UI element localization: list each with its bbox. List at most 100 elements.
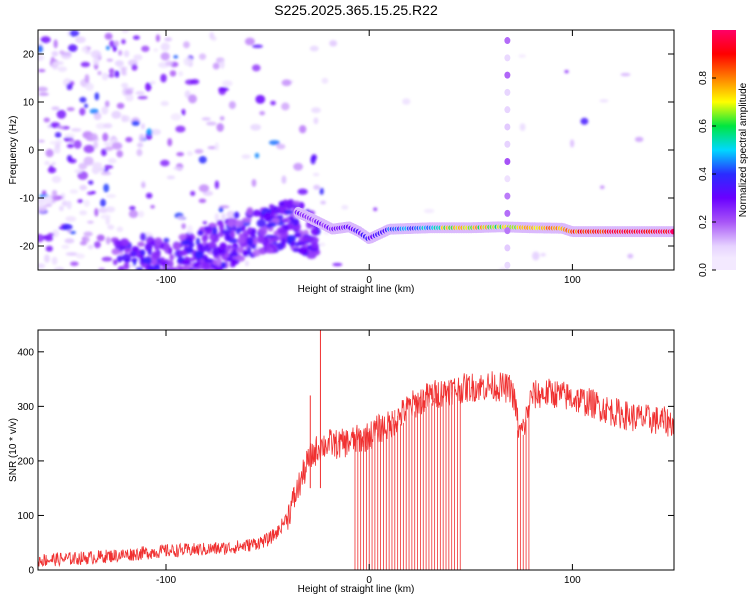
noise-speckle bbox=[319, 242, 326, 247]
noise-speckle bbox=[51, 106, 60, 111]
cluster-speckle bbox=[266, 223, 273, 228]
cluster-speckle bbox=[117, 265, 125, 270]
noise-speckle bbox=[160, 73, 167, 83]
stripe-mark bbox=[504, 37, 511, 45]
cluster-speckle bbox=[113, 239, 122, 247]
cluster-speckle bbox=[247, 246, 252, 255]
cluster-speckle bbox=[199, 258, 205, 264]
noise-speckle bbox=[101, 106, 109, 115]
cluster-speckle bbox=[310, 228, 319, 236]
cluster-speckle bbox=[286, 234, 297, 242]
noise-speckle bbox=[65, 252, 77, 256]
noise-speckle bbox=[133, 54, 143, 61]
noise-speckle bbox=[540, 252, 546, 257]
noise-speckle bbox=[332, 262, 343, 267]
cluster-speckle bbox=[133, 275, 139, 280]
stripe-mark bbox=[504, 140, 511, 148]
cluster-speckle bbox=[127, 273, 132, 278]
cluster-speckle bbox=[187, 257, 196, 262]
noise-speckle bbox=[173, 166, 184, 171]
noise-speckle bbox=[141, 182, 146, 189]
cluster-speckle bbox=[256, 219, 267, 228]
cluster-speckle bbox=[247, 239, 254, 246]
noise-speckle bbox=[81, 46, 88, 53]
noise-speckle bbox=[297, 188, 308, 195]
noise-speckle bbox=[101, 256, 113, 262]
noise-speckle bbox=[128, 210, 139, 218]
noise-speckle bbox=[244, 260, 250, 267]
y-tick-label: 100 bbox=[17, 511, 34, 522]
noise-speckle bbox=[69, 189, 79, 194]
noise-speckle bbox=[38, 233, 45, 243]
noise-speckle bbox=[627, 253, 634, 259]
noise-speckle bbox=[268, 140, 280, 146]
noise-speckle bbox=[160, 159, 170, 167]
cluster-speckle bbox=[252, 249, 261, 257]
noise-speckle bbox=[66, 83, 73, 91]
cluster-speckle bbox=[179, 249, 188, 256]
noise-speckle bbox=[61, 200, 69, 207]
noise-speckle bbox=[103, 183, 110, 193]
stripe-mark bbox=[504, 106, 511, 114]
noise-speckle bbox=[198, 155, 207, 164]
noise-speckle bbox=[104, 146, 114, 151]
noise-speckle bbox=[57, 66, 68, 73]
noise-speckle bbox=[105, 206, 116, 213]
cluster-speckle bbox=[208, 241, 216, 248]
cluster-speckle bbox=[145, 282, 149, 288]
noise-speckle bbox=[38, 86, 48, 92]
cluster-speckle bbox=[236, 237, 246, 244]
spectrogram-ridge bbox=[293, 37, 674, 269]
noise-speckle bbox=[64, 133, 76, 138]
noise-speckle bbox=[69, 230, 76, 235]
cluster-speckle bbox=[126, 281, 130, 285]
noise-speckle bbox=[310, 155, 316, 165]
cluster-speckle bbox=[121, 253, 132, 262]
noise-speckle bbox=[146, 128, 153, 136]
noise-speckle bbox=[599, 99, 609, 103]
noise-speckle bbox=[198, 184, 210, 193]
cluster-speckle bbox=[134, 275, 140, 280]
noise-speckle bbox=[634, 136, 644, 142]
noise-speckle bbox=[101, 72, 109, 81]
cluster-speckle bbox=[251, 244, 257, 250]
cluster-speckle bbox=[216, 257, 222, 267]
noise-speckle bbox=[102, 132, 109, 142]
noise-speckle bbox=[51, 50, 59, 57]
noise-speckle bbox=[131, 64, 138, 71]
cluster-speckle bbox=[277, 205, 286, 210]
noise-speckle bbox=[518, 54, 526, 58]
colorbar-tick-label: 0.4 bbox=[698, 167, 709, 181]
noise-speckle bbox=[178, 71, 184, 77]
cluster-speckle bbox=[283, 224, 289, 230]
noise-speckle bbox=[125, 136, 133, 143]
cluster-speckle bbox=[160, 262, 169, 267]
snr-series bbox=[38, 330, 674, 570]
cluster-speckle bbox=[181, 265, 190, 270]
cluster-speckle bbox=[198, 243, 204, 251]
cluster-speckle bbox=[178, 269, 180, 270]
noise-speckle bbox=[107, 224, 115, 230]
noise-speckle bbox=[220, 60, 225, 69]
cluster-speckle bbox=[122, 272, 127, 279]
noise-speckle bbox=[133, 35, 140, 40]
colorbar-tick-label: 0.2 bbox=[698, 215, 709, 229]
cluster-speckle bbox=[238, 233, 244, 240]
cluster-speckle bbox=[241, 217, 252, 223]
noise-speckle bbox=[167, 138, 173, 147]
noise-speckle bbox=[88, 133, 98, 141]
noise-speckle bbox=[52, 229, 60, 238]
cluster-speckle bbox=[137, 241, 145, 247]
cluster-speckle bbox=[136, 270, 143, 275]
cluster-speckle bbox=[143, 273, 150, 277]
noise-speckle bbox=[100, 148, 107, 157]
noise-speckle bbox=[53, 39, 58, 49]
noise-speckle bbox=[313, 117, 319, 125]
noise-speckle bbox=[83, 231, 93, 237]
noise-speckle bbox=[42, 196, 53, 204]
noise-speckle bbox=[599, 185, 605, 190]
cluster-speckle bbox=[197, 230, 204, 236]
noise-speckle bbox=[89, 108, 99, 114]
cluster-speckle bbox=[137, 275, 144, 283]
